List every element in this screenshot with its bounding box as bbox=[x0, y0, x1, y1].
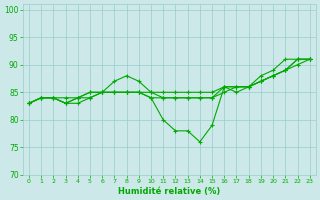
X-axis label: Humidité relative (%): Humidité relative (%) bbox=[118, 187, 220, 196]
